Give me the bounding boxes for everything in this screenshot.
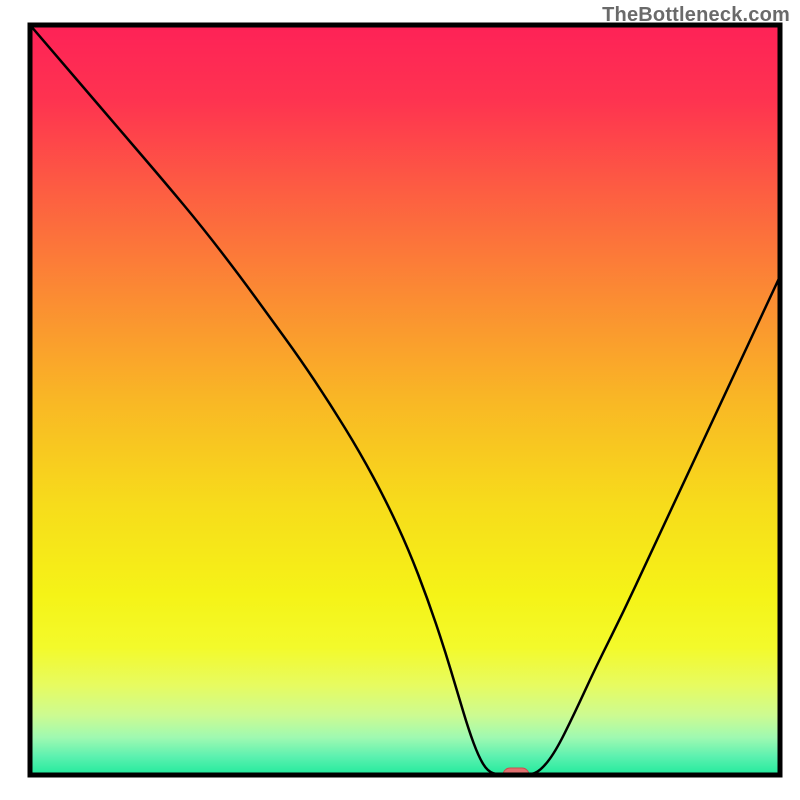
gradient-background bbox=[30, 25, 780, 775]
bottleneck-chart bbox=[0, 0, 800, 800]
chart-container: TheBottleneck.com bbox=[0, 0, 800, 800]
watermark-text: TheBottleneck.com bbox=[602, 4, 790, 27]
